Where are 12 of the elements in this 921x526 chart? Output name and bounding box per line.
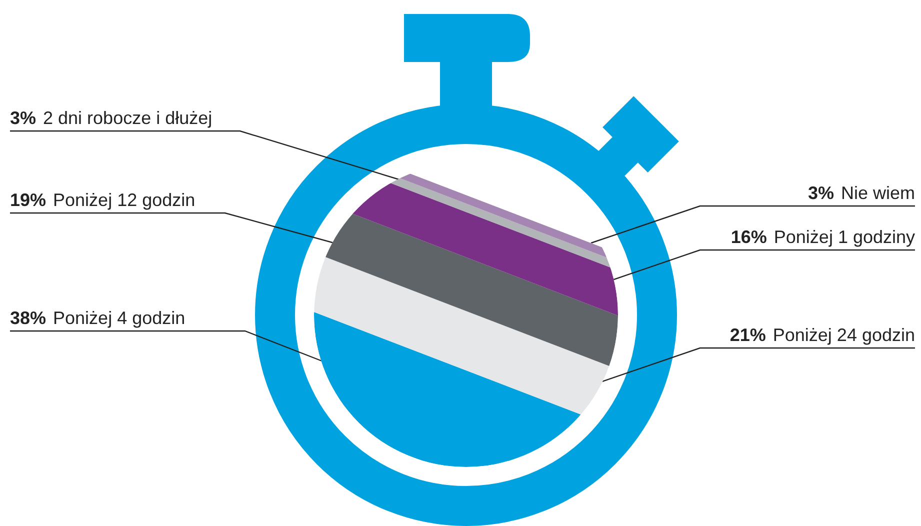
category-label: Poniżej 4 godzin: [53, 308, 186, 328]
data-label: 19%: [10, 190, 46, 210]
data-label: 21%: [730, 325, 766, 345]
category-label: 2 dni robocze i dłużej: [43, 108, 212, 128]
category-label: Poniżej 1 godziny: [774, 227, 915, 247]
category-label: Poniżej 12 godzin: [53, 190, 196, 210]
category-label: Poniżej 24 godzin: [772, 325, 915, 345]
data-label: 3%: [10, 108, 36, 128]
data-label: 16%: [730, 227, 767, 247]
data-label: 3%: [808, 183, 834, 203]
data-label: 38%: [10, 308, 46, 328]
category-label: Nie wiem: [840, 183, 915, 203]
